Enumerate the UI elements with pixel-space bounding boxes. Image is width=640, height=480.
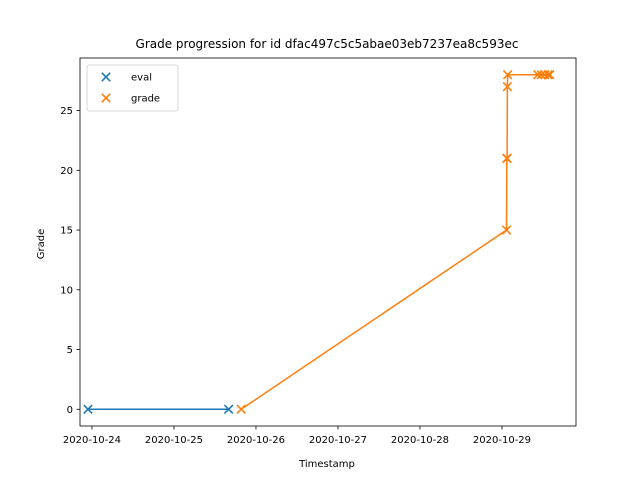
series-line-grade: [240, 73, 550, 410]
data-point-grade: [236, 404, 246, 415]
y-tick-label: 10: [60, 285, 73, 296]
data-point-grade: [502, 153, 512, 164]
chart-title: Grade progression for id dfac497c5c5abae…: [136, 37, 519, 51]
legend-frame: [86, 64, 179, 112]
legend: eval grade: [86, 64, 179, 112]
y-axis-label: Grade: [36, 229, 47, 260]
y-tick-label: 0: [67, 405, 73, 416]
y-tick-label: 20: [60, 166, 73, 177]
legend-marker-grade: [101, 93, 111, 103]
y-tick-label: 25: [60, 106, 73, 117]
data-point-grade: [545, 69, 555, 80]
data-point-grade: [502, 69, 513, 80]
x-tick-label: 2020-10-25: [145, 435, 203, 446]
data-point-grade: [543, 69, 553, 80]
data-point-eval: [83, 404, 93, 415]
data-point-grade: [536, 69, 547, 80]
x-tick-label: 2020-10-26: [227, 435, 285, 446]
data-point-grade: [501, 225, 512, 235]
series-grade: [236, 69, 555, 415]
y-axis-ticks: 0 5 10 15 20 25: [60, 106, 80, 416]
legend-marker-eval: [101, 72, 111, 82]
x-tick-label: 2020-10-28: [391, 435, 449, 446]
data-point-grade: [502, 81, 513, 92]
x-tick-label: 2020-10-24: [63, 435, 121, 446]
x-axis-ticks: 2020-10-24 2020-10-25 2020-10-26 2020-10-27…: [63, 426, 531, 446]
data-point-grade: [533, 69, 543, 80]
x-axis-label: Timestamp: [298, 459, 355, 470]
plot-area: [79, 57, 577, 427]
legend-label-eval: eval: [131, 73, 152, 84]
x-tick-label: 2020-10-27: [309, 435, 367, 446]
plot-frame: [79, 57, 577, 427]
series-eval: [83, 404, 234, 415]
y-tick-label: 5: [67, 345, 73, 356]
x-tick-label: 2020-10-29: [473, 435, 531, 446]
y-tick-label: 15: [60, 226, 73, 237]
legend-label-grade: grade: [131, 94, 160, 105]
data-point-eval: [223, 404, 234, 415]
series-layer: [83, 69, 555, 415]
